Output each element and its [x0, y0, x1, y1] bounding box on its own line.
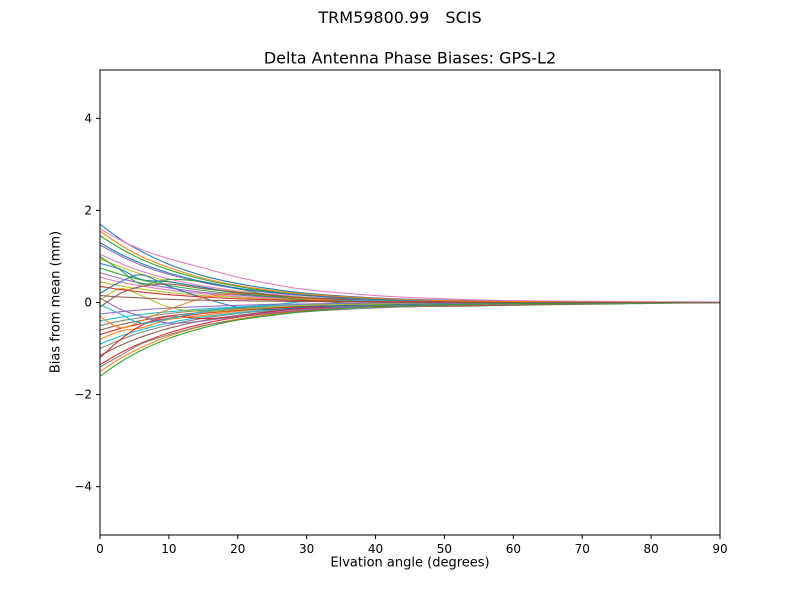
x-tick-label: 10 — [161, 542, 176, 556]
x-tick-label: 80 — [643, 542, 658, 556]
x-tick-label: 90 — [712, 542, 727, 556]
x-tick-label: 30 — [299, 542, 314, 556]
series-line — [99, 230, 721, 304]
dome-code: SCIS — [445, 8, 482, 27]
series-line — [99, 228, 721, 303]
antenna-name: TRM59800.99 — [318, 8, 430, 27]
y-tick-label: 0 — [84, 296, 92, 310]
y-tick-label: 4 — [84, 111, 92, 125]
x-tick-label: 40 — [368, 542, 383, 556]
series-line — [99, 301, 721, 377]
x-tick-label: 50 — [437, 542, 452, 556]
y-tick-label: −2 — [74, 388, 92, 402]
axes-frame — [99, 69, 721, 536]
x-tick-label: 20 — [230, 542, 245, 556]
y-tick-label: −4 — [74, 480, 92, 494]
figure-suptitle: TRM59800.99 SCIS — [0, 8, 800, 28]
x-axis-label: Elvation angle (degrees) — [330, 555, 490, 571]
x-tick-label: 0 — [96, 542, 104, 556]
x-tick-label: 60 — [506, 542, 521, 556]
x-tick-label: 70 — [575, 542, 590, 556]
chart-title: Delta Antenna Phase Biases: GPS-L2 — [263, 48, 557, 68]
y-tick-label: 2 — [84, 203, 92, 217]
series-line — [99, 295, 721, 304]
